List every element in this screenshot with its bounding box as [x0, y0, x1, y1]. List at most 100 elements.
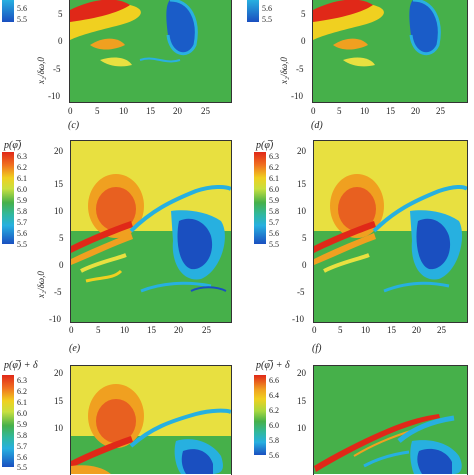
y-tick: 20	[297, 368, 306, 378]
x-tick: 10	[360, 106, 369, 116]
colorbar-tick: 5.6	[269, 451, 279, 460]
x-tick: 20	[412, 325, 421, 335]
panel-label-e: (e)	[69, 343, 81, 354]
panel-middle-right-field	[314, 141, 467, 322]
y-tick: 0	[59, 260, 64, 270]
colorbar-tick: 5.6	[17, 453, 27, 462]
y-tick: -10	[292, 314, 304, 324]
colorbar-tick: 5.5	[262, 15, 272, 24]
colorbar-tick: 5.7	[17, 442, 27, 451]
panel-bottom-right-frame	[313, 365, 468, 475]
y-tick: 5	[301, 9, 306, 19]
colorbar-middle-left	[2, 152, 14, 244]
colorbar-tick: 5.7	[17, 218, 27, 227]
panel-label-c: (c)	[68, 120, 80, 131]
x-tick: 25	[201, 106, 210, 116]
colorbar-tick: 6.0	[17, 409, 27, 418]
y-tick: 10	[297, 423, 306, 433]
colorbar-tick: 5.6	[269, 229, 279, 238]
colorbar-tick: 6.0	[17, 185, 27, 194]
x-tick: 10	[361, 325, 370, 335]
panel-top-left-field	[70, 0, 231, 103]
colorbar-tick: 5.6	[17, 229, 27, 238]
x-tick: 15	[147, 325, 156, 335]
colorbar-tick: 5.8	[269, 207, 279, 216]
colorbar-tick: 5.5	[269, 240, 279, 249]
colorbar-tick: 6.0	[269, 421, 279, 430]
y-tick: 15	[54, 179, 63, 189]
y-tick: 5	[58, 9, 63, 19]
panel-top-left-frame	[69, 0, 232, 103]
y-tick: 0	[58, 36, 63, 46]
x-tick: 0	[68, 106, 73, 116]
colorbar-title: p(φ̅) + δ	[256, 360, 290, 371]
colorbar-tick: 6.4	[269, 391, 279, 400]
y-tick: 10	[54, 206, 63, 216]
colorbar-title: p(φ̅)	[256, 140, 274, 151]
colorbar-tick: 6.0	[269, 185, 279, 194]
colorbar-top-left	[2, 0, 14, 22]
x-tick: 10	[120, 325, 129, 335]
y-tick: 20	[54, 146, 63, 156]
y-tick: 5	[302, 233, 307, 243]
colorbar-tick: 6.2	[269, 406, 279, 415]
y-tick: -5	[297, 287, 305, 297]
colorbar-tick: 5.5	[17, 240, 27, 249]
y-tick: 15	[297, 179, 306, 189]
y-tick: 20	[297, 146, 306, 156]
colorbar-tick: 6.3	[269, 152, 279, 161]
y-tick: 5	[59, 233, 64, 243]
panel-middle-right-frame	[313, 140, 468, 323]
x-tick: 0	[69, 325, 74, 335]
x-tick: 20	[174, 325, 183, 335]
y-tick: 10	[297, 206, 306, 216]
panel-bottom-left-frame	[70, 365, 232, 475]
colorbar-tick: 5.9	[269, 196, 279, 205]
panel-label-f: (f)	[312, 343, 322, 354]
y-axis-label: x₂/δω,0	[279, 57, 289, 84]
colorbar-tick: 5.6	[17, 4, 27, 13]
y-tick: -5	[53, 64, 61, 74]
colorbar-tick: 5.8	[269, 436, 279, 445]
x-tick: 5	[96, 325, 101, 335]
y-tick: -5	[296, 64, 304, 74]
colorbar-tick: 5.8	[17, 207, 27, 216]
panel-middle-left-frame	[70, 140, 232, 323]
y-tick: 0	[301, 36, 306, 46]
y-tick: -5	[54, 287, 62, 297]
x-tick: 20	[411, 106, 420, 116]
colorbar-tick: 5.6	[262, 4, 272, 13]
colorbar-middle-right	[254, 152, 266, 244]
colorbar-tick: 6.1	[269, 174, 279, 183]
y-tick: 0	[302, 260, 307, 270]
x-tick: 25	[437, 325, 446, 335]
y-tick: 20	[54, 368, 63, 378]
colorbar-tick: 5.7	[269, 218, 279, 227]
y-axis-label: x₂/δω,0	[36, 271, 46, 298]
x-tick: 0	[311, 106, 316, 116]
y-axis-label: x₂/δω,0	[36, 57, 46, 84]
y-tick: 10	[54, 423, 63, 433]
colorbar-tick: 5.9	[17, 196, 27, 205]
x-tick: 5	[338, 325, 343, 335]
colorbar-bottom-left	[2, 375, 14, 467]
x-tick: 20	[173, 106, 182, 116]
y-tick: 15	[54, 396, 63, 406]
colorbar-tick: 5.5	[17, 15, 27, 24]
colorbar-tick: 6.1	[17, 174, 27, 183]
x-tick: 10	[119, 106, 128, 116]
panel-middle-left-field	[71, 141, 231, 322]
colorbar-tick: 6.3	[17, 376, 27, 385]
panel-top-right-field	[313, 0, 467, 103]
colorbar-title: p(φ̅) + δ	[4, 360, 38, 371]
y-tick: 15	[297, 396, 306, 406]
colorbar-tick: 5.8	[17, 431, 27, 440]
colorbar-tick: 5.5	[17, 463, 27, 472]
colorbar-tick: 6.1	[17, 398, 27, 407]
colorbar-tick: 6.2	[269, 163, 279, 172]
x-tick: 15	[146, 106, 155, 116]
x-tick: 25	[436, 106, 445, 116]
y-tick: -10	[49, 314, 61, 324]
y-tick: -10	[48, 91, 60, 101]
colorbar-top-right	[247, 0, 259, 22]
